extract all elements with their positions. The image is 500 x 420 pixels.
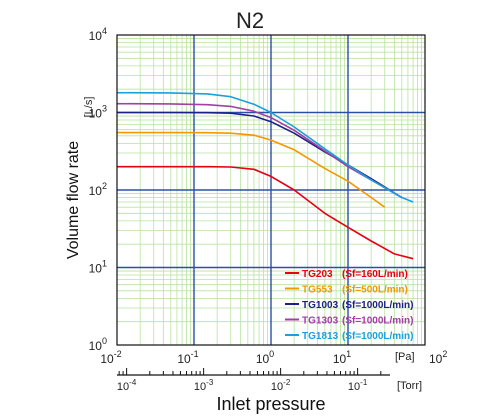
torr-tick-label: 10-4: [117, 378, 137, 393]
legend-label: TG203: [302, 269, 333, 280]
legend-label: TG1003: [302, 300, 339, 311]
torr-axis: 10-4 10-3 10-2 10-1: [117, 368, 390, 393]
x-tick-label: 101: [333, 349, 351, 366]
legend-note: (Sf=160L/min): [342, 269, 408, 280]
legend-note: (Sf=500L/min): [342, 285, 408, 296]
y-tick-labels: 100 101 102 103 104: [89, 26, 107, 353]
torr-tick-label: 10-2: [271, 378, 291, 393]
y-axis-title: Volume flow rate: [65, 141, 82, 259]
series-line-tg203: [117, 165, 414, 260]
legend: TG203 (Sf=160L/min) TG553 (Sf=500L/min)TG10…: [285, 269, 413, 342]
x-tick-label: 10-1: [177, 349, 198, 366]
y-tick-label: 100: [89, 336, 107, 353]
x-tick-label: 10-2: [100, 349, 121, 366]
x-tick-label: 102: [429, 349, 447, 366]
torr-tick-label: 10-1: [348, 378, 368, 393]
series-group: [116, 91, 414, 260]
legend-note: (Sf=1000L/min): [342, 331, 413, 342]
x-axis-title: Inlet pressure: [216, 394, 325, 414]
chart-title-text: N2: [235, 8, 265, 33]
y-tick-label: 102: [89, 181, 107, 198]
legend-label: TG553: [302, 285, 333, 296]
x-unit-pa: [Pa]: [395, 351, 415, 363]
legend-label: TG1303: [302, 316, 339, 327]
series-line-tg553: [117, 131, 386, 208]
x-tick-label: 100: [256, 349, 274, 366]
legend-note: (Sf=1000L/min): [342, 316, 413, 327]
y-tick-label: 101: [89, 259, 107, 276]
plot-frame: [116, 34, 426, 346]
series-line-tg1813: [116, 91, 414, 203]
legend-label: TG1813: [302, 331, 339, 342]
torr-tick-label: 10-3: [194, 378, 214, 393]
y-unit: [L/s]: [83, 97, 95, 118]
series-line-tg1303: [116, 102, 403, 199]
chart-title: N2: [0, 8, 500, 34]
grid-lines: [117, 35, 425, 345]
x-tick-labels: 10-2 10-1 100 101 102: [100, 349, 447, 366]
y-tick-label: 103: [89, 104, 107, 121]
x-unit-torr: [Torr]: [397, 380, 422, 392]
legend-note: (Sf=1000L/min): [342, 300, 413, 311]
y-tick-label: 104: [89, 26, 107, 43]
